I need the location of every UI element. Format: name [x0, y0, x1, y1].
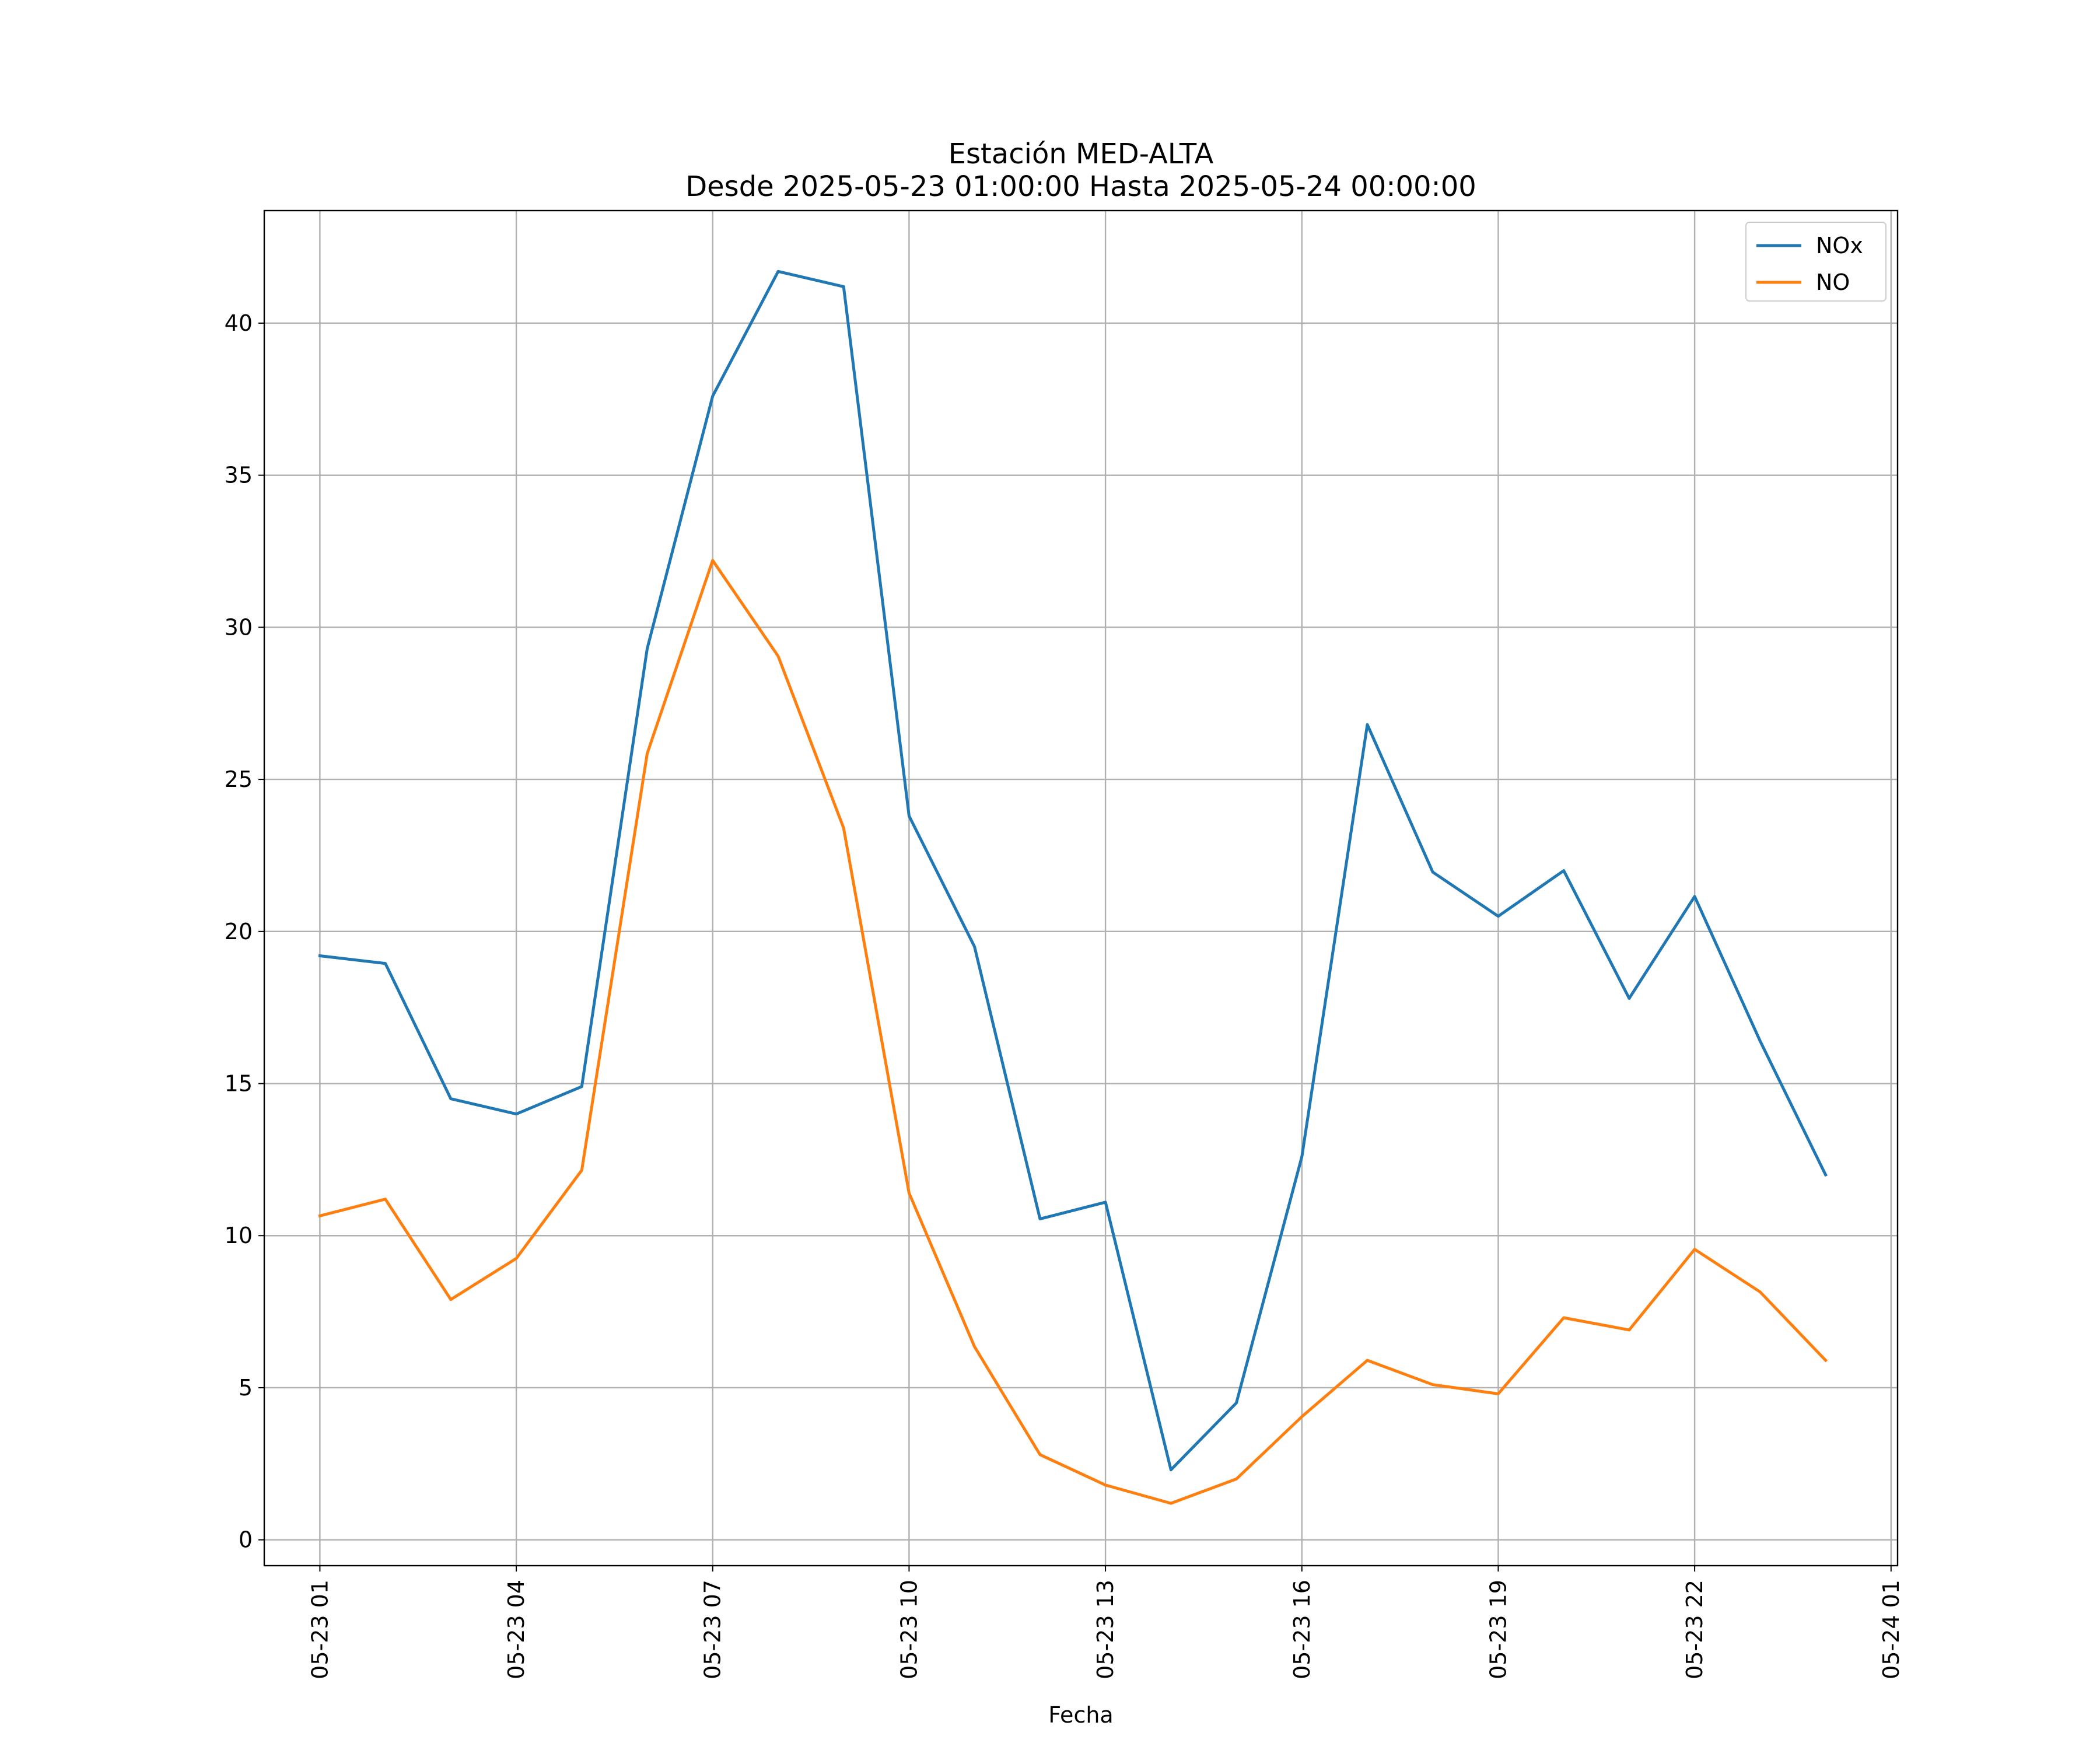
chart-subtitle: Desde 2025-05-23 01:00:00 Hasta 2025-05-…	[685, 170, 1476, 203]
chart-title: Estación MED-ALTA	[949, 138, 1214, 170]
y-tick-label: 15	[225, 1071, 253, 1097]
x-tick-label: 05-24 01	[1878, 1580, 1904, 1679]
x-axis-label: Fecha	[1048, 1702, 1113, 1728]
legend-label-no: NO	[1816, 270, 1850, 295]
x-tick-label: 05-23 19	[1485, 1580, 1511, 1679]
plot-area: 0 5 10 15 20 25 30 35 40 05-23 01 05-23 04 05-23 07…	[225, 209, 1904, 1679]
legend: NOx NO	[1745, 222, 1887, 302]
y-tick-label: 5	[239, 1375, 253, 1401]
plot-frame	[263, 209, 1899, 1567]
series-line-nox	[318, 270, 1828, 1472]
x-tick-label: 05-23 22	[1682, 1580, 1707, 1679]
x-tick-label: 05-23 04	[503, 1580, 529, 1679]
x-tick-label: 05-23 13	[1093, 1580, 1118, 1679]
series-line-no	[318, 559, 1828, 1505]
x-tick-label: 05-23 07	[700, 1580, 726, 1679]
y-tick-label: 25	[225, 766, 253, 792]
y-tick-label: 20	[225, 919, 253, 944]
x-tick-label: 05-23 01	[307, 1580, 332, 1679]
y-tick-label: 30	[225, 614, 253, 640]
x-tick-label: 05-23 10	[896, 1580, 922, 1679]
y-tick-label: 0	[239, 1527, 253, 1553]
x-tick-label: 05-23 16	[1289, 1580, 1315, 1679]
legend-label-nox: NOx	[1816, 233, 1863, 258]
y-tick-label: 40	[225, 310, 253, 336]
y-tick-label: 10	[225, 1223, 253, 1248]
y-tick-label: 35	[225, 463, 253, 488]
